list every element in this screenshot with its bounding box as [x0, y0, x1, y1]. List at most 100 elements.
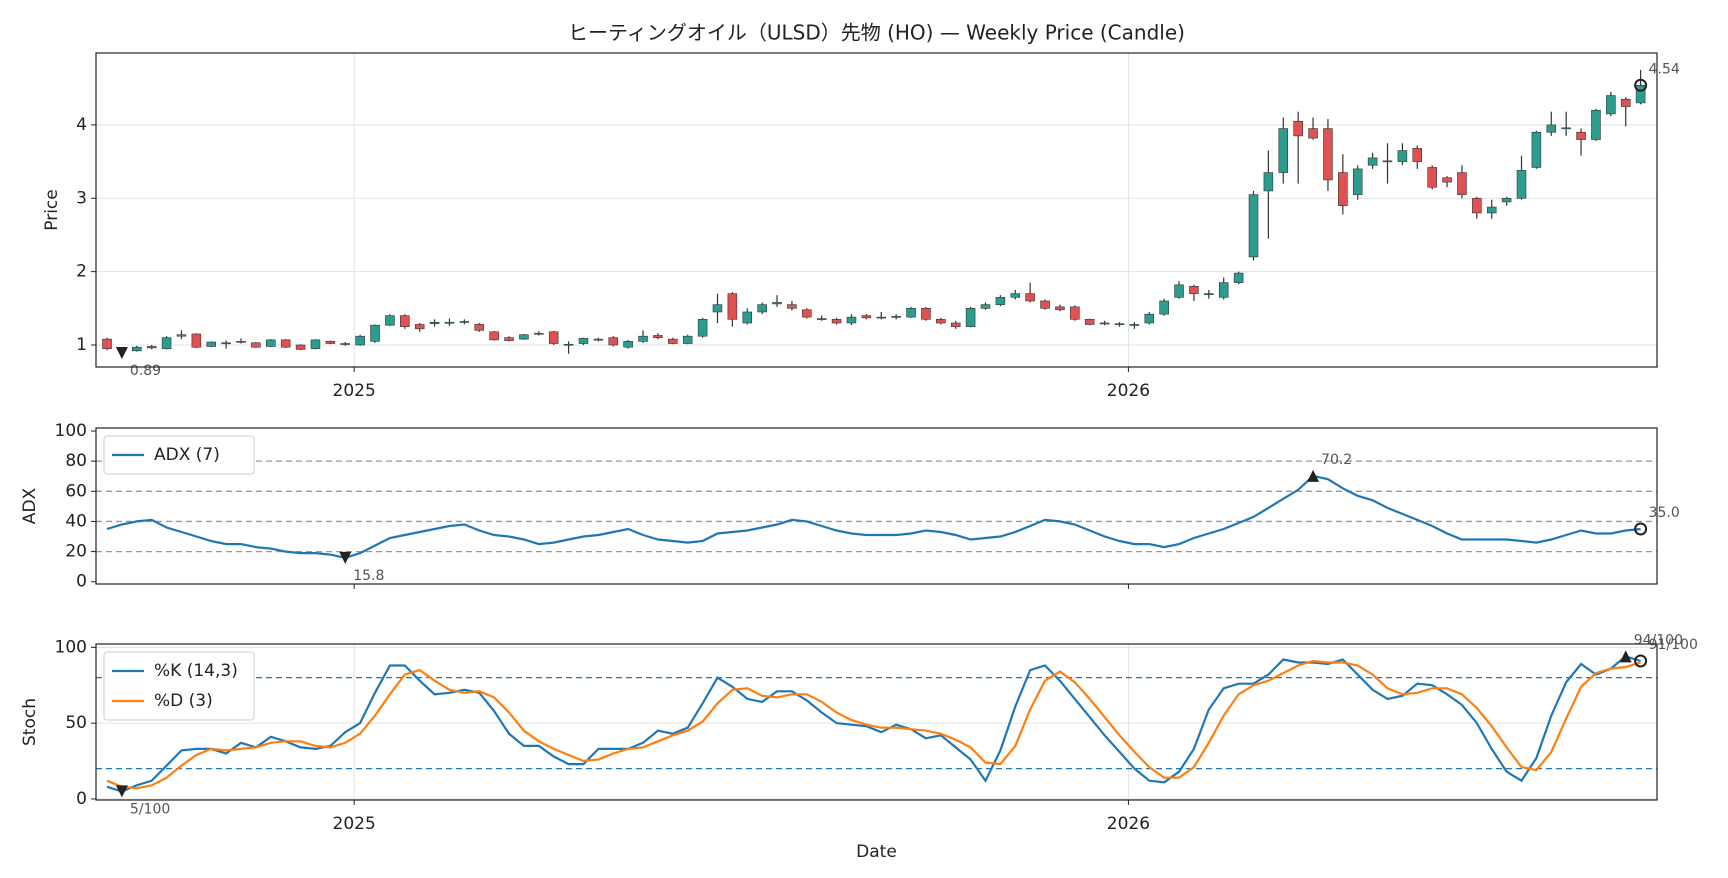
candle-body — [846, 316, 857, 324]
candle-body — [504, 337, 514, 341]
candle-body — [191, 333, 202, 348]
candle-body — [1114, 323, 1125, 326]
min-marker — [115, 347, 128, 360]
candle-body — [563, 343, 574, 346]
candle-body — [1204, 293, 1214, 295]
candle-body — [638, 335, 648, 342]
candle-body — [1099, 322, 1110, 325]
candle-body — [429, 321, 440, 325]
y-tick-label: 1 — [76, 335, 87, 355]
candle-body — [608, 337, 619, 346]
candle-body — [1218, 282, 1229, 298]
candle-body — [1486, 206, 1497, 214]
legend-label: %D (3) — [154, 691, 213, 711]
max-marker — [1619, 650, 1632, 663]
y-tick-label: 100 — [55, 637, 87, 657]
candle-body — [727, 293, 738, 320]
last-annotation: 4.54 — [1649, 61, 1680, 77]
y-tick-label: 0 — [76, 789, 87, 809]
candle-body — [668, 338, 678, 344]
candle-body — [1189, 285, 1199, 294]
candle-body — [1144, 313, 1155, 324]
candle-body — [1531, 131, 1542, 168]
candle-body — [1025, 293, 1035, 302]
candle-body — [742, 311, 753, 324]
candle-body — [950, 322, 961, 327]
plot-frame — [95, 427, 1658, 585]
candle-body — [1352, 168, 1363, 195]
candle-body — [861, 315, 872, 319]
candle-body — [1070, 306, 1080, 320]
candle-body — [921, 308, 931, 320]
min-marker — [115, 785, 128, 798]
candle-body — [295, 344, 306, 350]
candle-body — [1084, 319, 1095, 325]
y-tick-label: 2 — [76, 262, 87, 282]
candle-body — [161, 337, 172, 349]
candle-body — [1278, 128, 1289, 173]
candle-body — [578, 338, 589, 344]
plot-frame — [95, 643, 1658, 801]
candle-body — [593, 338, 604, 341]
candle-body — [1293, 120, 1303, 137]
candle-body — [1576, 131, 1586, 140]
plot-frame — [95, 52, 1658, 368]
candle-body — [251, 342, 261, 348]
candle-body — [965, 308, 976, 327]
candle-body — [682, 335, 693, 344]
x-tick-label: 2026 — [1107, 814, 1150, 834]
candle-body — [1159, 300, 1169, 315]
candle-body — [876, 316, 887, 319]
candle-body — [1055, 306, 1065, 311]
candle-body — [1442, 177, 1452, 183]
candle-body — [459, 321, 470, 323]
last-marker — [1634, 522, 1648, 536]
min-annotation: 0.89 — [130, 363, 161, 379]
last-marker — [1634, 78, 1648, 92]
candle-body — [102, 338, 112, 349]
candle-body — [787, 304, 797, 309]
candle-body — [772, 302, 782, 305]
candle-body — [1546, 124, 1557, 133]
candle-body — [1516, 170, 1527, 199]
x-tick-label: 2025 — [333, 381, 376, 401]
y-tick-label: 4 — [76, 115, 87, 135]
candle-body — [266, 339, 276, 347]
candle-body — [816, 318, 827, 320]
candle-body — [623, 341, 633, 348]
candle-body — [697, 319, 708, 337]
candle-body — [757, 304, 767, 313]
candle-body — [489, 331, 499, 341]
candle-body — [936, 319, 946, 324]
y-tick-label: 100 — [55, 421, 87, 441]
y-tick-label: 20 — [65, 542, 87, 562]
candle-body — [1635, 84, 1646, 104]
candle-body — [1010, 293, 1021, 298]
candle-body — [370, 324, 380, 342]
legend-box — [103, 435, 255, 475]
candle-body — [1606, 95, 1616, 115]
y-axis-label: Stoch — [20, 698, 40, 746]
candle-body — [414, 324, 425, 330]
x-axis-label: Date — [856, 842, 897, 862]
candle-body — [1561, 127, 1571, 130]
candle-body — [206, 341, 217, 347]
x-tick-label: 2026 — [1107, 381, 1150, 401]
y-tick-label: 3 — [76, 188, 87, 208]
candle-body — [1591, 109, 1601, 140]
y-tick-label: 40 — [65, 511, 87, 531]
candle-body — [1620, 98, 1631, 107]
candle-body — [802, 309, 812, 318]
candle-body — [1129, 324, 1140, 326]
candle-body — [340, 343, 351, 345]
candle-body — [906, 308, 916, 318]
candle-body — [1308, 128, 1318, 139]
candle-body — [325, 341, 336, 344]
candle-body — [1457, 172, 1467, 195]
last-annotation: 35.0 — [1649, 505, 1680, 521]
y-tick-label: 50 — [65, 713, 87, 733]
last-annotation: 91/100 — [1649, 637, 1698, 653]
candle-body — [891, 316, 901, 318]
min-annotation: 5/100 — [130, 801, 170, 817]
candle-body — [310, 339, 321, 349]
